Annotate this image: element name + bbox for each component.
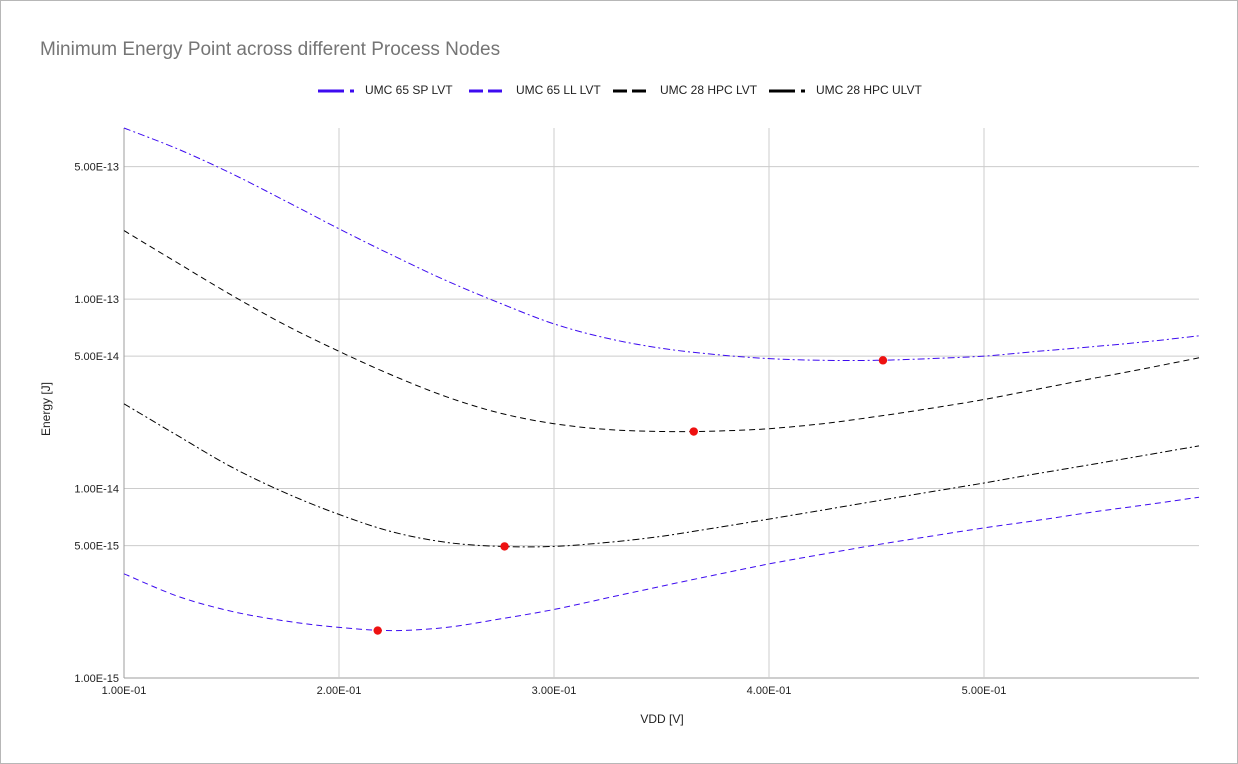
y-axis-title: Energy [J] <box>39 382 53 436</box>
x-tick-label: 4.00E-01 <box>747 685 792 697</box>
x-axis-ticks: 1.00E-01 2.00E-01 3.00E-01 4.00E-01 5.00E-01 <box>102 685 1007 697</box>
legend: UMC 65 SP LVT UMC 65 LL LVT UMC 28 HPC LVT… <box>318 83 922 97</box>
legend-label: UMC 28 HPC LVT <box>660 83 758 97</box>
series-layer <box>123 127 1200 632</box>
legend-label: UMC 28 HPC ULVT <box>816 83 922 97</box>
y-tick-label: 5.00E-15 <box>74 541 119 553</box>
legend-label: UMC 65 LL LVT <box>516 83 601 97</box>
chart-title: Minimum Energy Point across different Pr… <box>40 39 500 60</box>
x-tick-label: 2.00E-01 <box>317 685 362 697</box>
x-tick-label: 1.00E-01 <box>102 685 147 697</box>
y-tick-label: 5.00E-13 <box>74 162 119 174</box>
y-tick-label: 1.00E-14 <box>74 484 119 496</box>
x-tick-label: 3.00E-01 <box>532 685 577 697</box>
mep-point <box>500 542 509 551</box>
y-tick-label: 1.00E-13 <box>74 294 119 306</box>
y-axis-ticks: 5.00E-13 1.00E-13 5.00E-14 1.00E-14 5.00E-15… <box>74 162 119 685</box>
grid <box>123 128 1199 679</box>
x-tick-label: 5.00E-01 <box>962 685 1007 697</box>
x-axis-title: VDD [V] <box>640 712 683 726</box>
series-line <box>123 127 1200 362</box>
series-line <box>123 230 1200 433</box>
mep-point <box>689 427 698 436</box>
legend-label: UMC 65 SP LVT <box>365 83 453 97</box>
y-tick-label: 1.00E-15 <box>74 673 119 685</box>
y-tick-label: 5.00E-14 <box>74 351 119 363</box>
mep-point <box>373 626 382 635</box>
series-line <box>123 496 1200 632</box>
mep-points <box>373 356 888 635</box>
mep-point <box>878 356 888 365</box>
series-line <box>123 403 1200 548</box>
